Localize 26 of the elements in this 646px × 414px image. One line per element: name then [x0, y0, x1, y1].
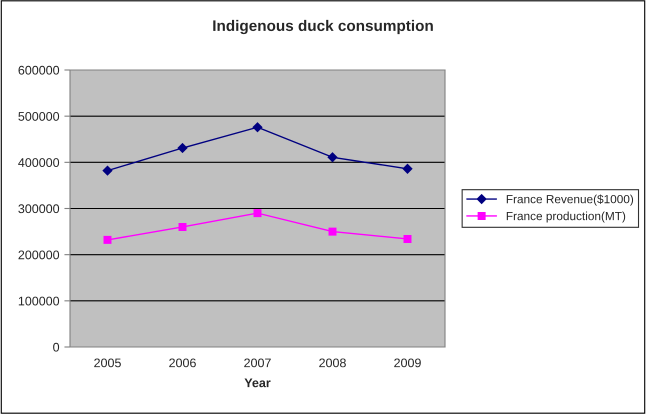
y-tick-label: 600000 — [18, 66, 60, 75]
point — [254, 209, 262, 218]
y-tick-label: 100000 — [18, 296, 60, 306]
y-tick-label: 200000 — [18, 250, 60, 260]
chart-title: Indigenous duck consumption — [213, 20, 433, 34]
y-tick-label: 300000 — [18, 204, 60, 214]
x-tick-label: 2006 — [169, 358, 196, 368]
legend-label: France Revenue($1000) — [506, 194, 634, 206]
legend-label: France production(MT) — [506, 212, 626, 223]
point — [178, 222, 186, 231]
point — [404, 234, 412, 243]
point — [104, 236, 112, 244]
x-tick-label: 2007 — [244, 358, 271, 368]
x-tick-label: 2008 — [319, 358, 346, 368]
point — [328, 228, 336, 236]
point — [178, 143, 188, 153]
point — [102, 166, 112, 176]
x-tick-label: 2009 — [394, 358, 421, 368]
x-axis-title: Year — [244, 378, 271, 388]
x-tick-label: 2005 — [94, 358, 121, 368]
point — [252, 122, 262, 132]
point — [402, 164, 412, 174]
y-tick-label: 400000 — [18, 158, 60, 167]
point — [328, 152, 338, 162]
y-tick-label: 500000 — [18, 112, 60, 121]
y-tick-label: 0 — [53, 342, 60, 352]
